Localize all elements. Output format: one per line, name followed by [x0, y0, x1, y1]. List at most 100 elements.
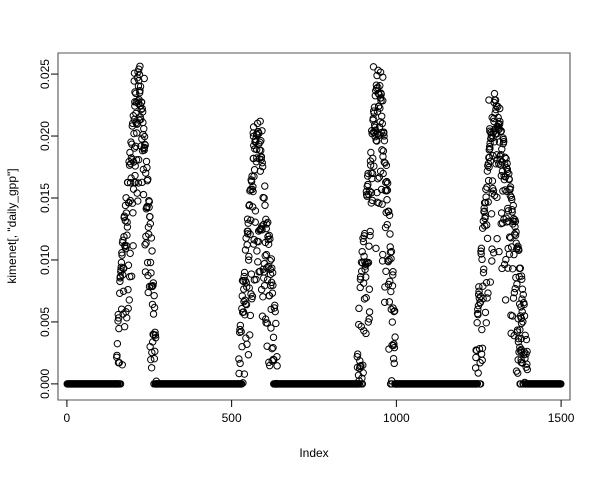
data-point — [359, 237, 368, 246]
data-point — [480, 207, 489, 215]
data-point — [364, 318, 373, 326]
data-point — [493, 151, 501, 159]
data-point — [246, 230, 254, 238]
data-point — [516, 343, 524, 351]
data-point — [151, 328, 159, 336]
data-point — [251, 218, 259, 226]
data-point — [517, 358, 525, 367]
data-point — [150, 354, 159, 363]
data-point — [378, 112, 386, 120]
data-point — [248, 292, 257, 301]
data-point — [363, 259, 372, 268]
data-point — [124, 285, 132, 294]
data-point — [147, 269, 155, 277]
data-point — [136, 62, 144, 71]
data-point — [478, 325, 486, 334]
data-point — [124, 304, 132, 313]
data-point — [490, 89, 499, 98]
data-point — [239, 379, 247, 387]
data-point — [132, 156, 141, 164]
data-point — [370, 162, 378, 170]
data-point — [355, 304, 363, 313]
data-point — [268, 357, 276, 365]
data-point — [146, 258, 155, 267]
data-point — [364, 258, 373, 267]
data-point — [478, 255, 486, 264]
data-point — [256, 167, 265, 175]
data-point — [364, 169, 372, 178]
data-point — [129, 185, 138, 193]
data-point — [382, 267, 390, 275]
data-point — [376, 118, 384, 126]
data-point — [482, 319, 490, 327]
data-point — [516, 346, 525, 355]
data-point — [132, 89, 140, 98]
data-point — [256, 117, 264, 125]
data-point — [257, 155, 265, 164]
data-point — [143, 163, 151, 172]
data-point — [138, 178, 146, 187]
data-point — [130, 129, 138, 138]
data-point — [479, 268, 488, 277]
data-point — [503, 167, 512, 176]
data-point — [236, 359, 244, 368]
data-point — [524, 380, 532, 388]
data-point — [510, 288, 519, 297]
data-point — [272, 319, 280, 328]
data-point — [376, 104, 384, 112]
data-point — [480, 265, 488, 273]
data-point — [388, 318, 397, 326]
data-point — [266, 257, 274, 265]
data-point — [235, 355, 243, 363]
data-point — [268, 344, 276, 353]
data-point — [472, 353, 480, 362]
data-point — [379, 147, 388, 155]
data-point — [267, 255, 276, 263]
data-point — [517, 345, 525, 354]
data-point — [358, 380, 367, 388]
data-point — [372, 81, 381, 89]
data-point — [353, 350, 362, 358]
data-point — [140, 74, 148, 83]
data-point — [113, 339, 122, 348]
data-point — [474, 369, 482, 377]
data-point — [475, 294, 483, 302]
data-point — [246, 311, 255, 320]
data-point — [246, 331, 254, 339]
data-point — [495, 138, 504, 146]
data-point — [258, 127, 266, 135]
data-point — [268, 289, 277, 297]
data-point — [364, 180, 372, 189]
data-point — [243, 340, 251, 348]
data-point — [379, 250, 387, 259]
data-point — [358, 374, 366, 382]
data-point — [147, 355, 155, 364]
data-point — [512, 228, 520, 236]
data-point — [273, 380, 282, 388]
data-point — [268, 269, 277, 277]
data-point — [380, 132, 388, 140]
data-point — [365, 308, 374, 316]
data-point — [148, 247, 156, 255]
data-point — [498, 145, 506, 153]
data-point — [237, 327, 245, 336]
data-point — [517, 334, 526, 343]
data-point — [503, 165, 512, 173]
data-point — [254, 258, 262, 266]
data-point — [389, 271, 397, 279]
data-point — [476, 359, 484, 367]
data-point — [378, 200, 386, 208]
data-point — [147, 234, 156, 242]
data-point — [380, 298, 389, 306]
data-point — [368, 196, 377, 205]
data-point — [493, 122, 502, 131]
data-point — [500, 138, 508, 146]
data-point — [382, 161, 391, 170]
y-tick-label: 0.020 — [38, 121, 52, 151]
data-point — [123, 231, 131, 239]
plot-box-border — [57, 52, 571, 401]
data-point — [390, 359, 398, 368]
data-point — [353, 353, 361, 361]
data-point — [371, 123, 379, 132]
